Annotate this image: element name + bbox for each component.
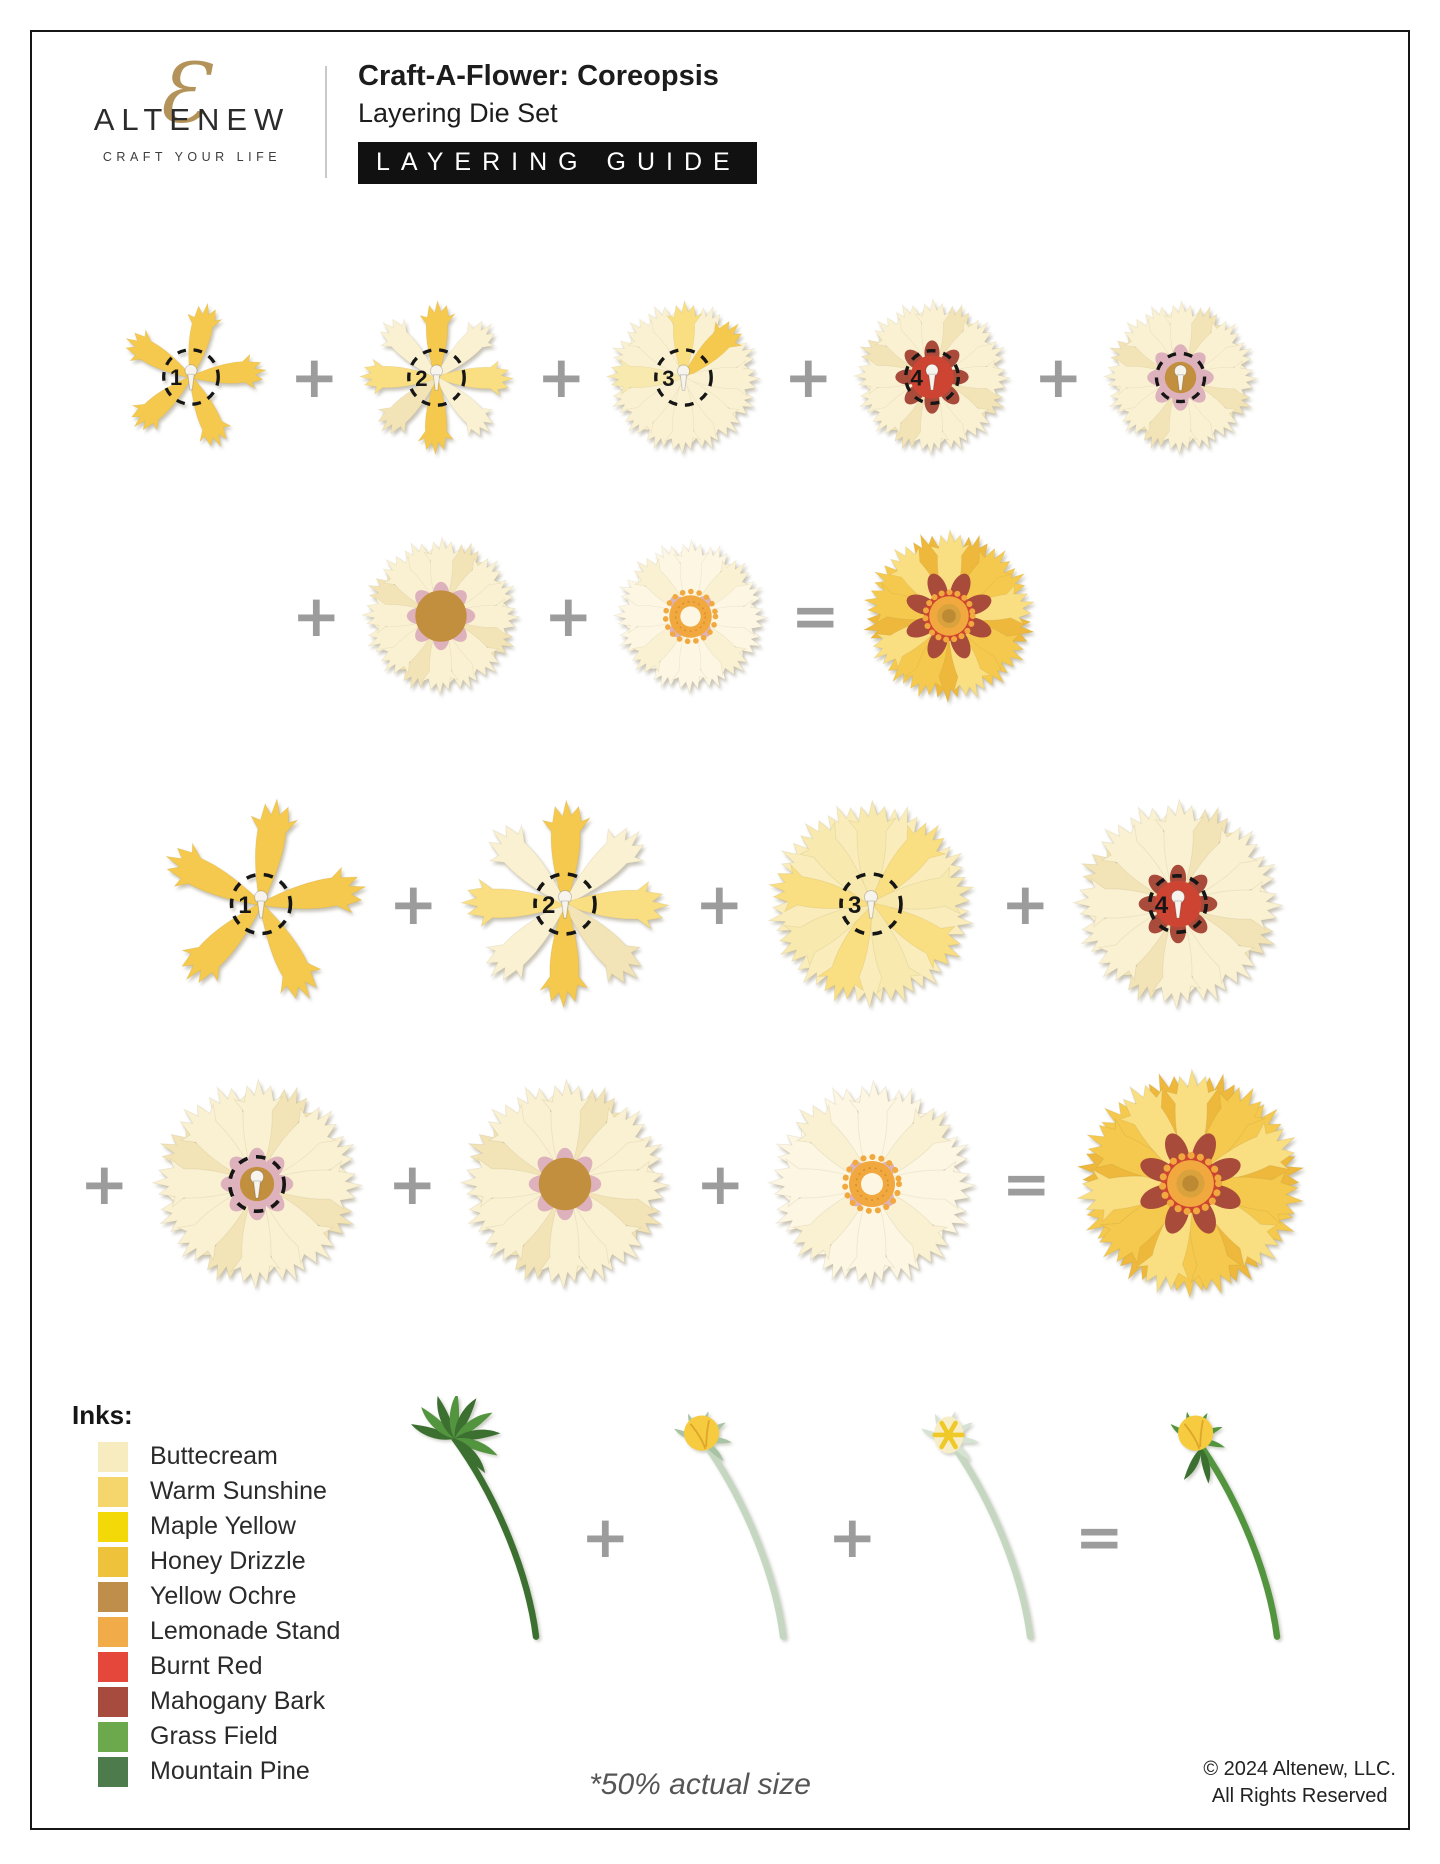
plus-operator: + bbox=[292, 582, 341, 650]
flower-large-piece-7 bbox=[747, 1059, 997, 1309]
altenew-logo-wordmark: Ɛ ALTENEW bbox=[93, 47, 291, 142]
page-subtitle: Layering Die Set bbox=[358, 98, 558, 128]
ink-color-swatch bbox=[98, 1546, 128, 1577]
large-flower-step-row-2: + + + = bbox=[80, 1046, 1328, 1321]
plus-operator: + bbox=[80, 1149, 129, 1218]
plus-operator: + bbox=[389, 870, 438, 938]
ink-legend-item: Warm Sunshine bbox=[72, 1474, 340, 1509]
flower-large-assembled bbox=[1053, 1046, 1328, 1321]
large-flower-step-row-1: 1 +2 +3 +4 bbox=[138, 778, 1304, 1030]
flower-small-piece-4: 4 bbox=[838, 283, 1026, 471]
ink-color-swatch bbox=[98, 1476, 128, 1507]
ink-color-name: Grass Field bbox=[150, 1722, 278, 1750]
ink-legend-item: Grass Field bbox=[72, 1719, 340, 1754]
svg-text:4: 4 bbox=[1155, 892, 1169, 919]
altenew-logo: Ɛ ALTENEW CRAFT YOUR LIFE bbox=[72, 47, 312, 165]
inks-legend-title: Inks: bbox=[72, 1400, 133, 1430]
flower-small-piece-6 bbox=[346, 521, 536, 711]
ink-legend-item: Mountain Pine bbox=[72, 1754, 340, 1789]
flower-small-piece-5 bbox=[1088, 285, 1273, 470]
page-border-frame bbox=[30, 30, 1410, 1830]
stem-assembled bbox=[1129, 1396, 1314, 1646]
flower-small-assembled bbox=[845, 512, 1053, 720]
svg-text:2: 2 bbox=[542, 892, 555, 919]
ink-color-swatch bbox=[98, 1721, 128, 1752]
flower-large-piece-3: 3 bbox=[746, 779, 996, 1029]
plus-operator: + bbox=[544, 582, 593, 650]
svg-text:2: 2 bbox=[415, 365, 427, 390]
stem-step-row: + + = bbox=[388, 1392, 1314, 1646]
ink-color-swatch bbox=[98, 1651, 128, 1682]
ink-legend-item: Lemonade Stand bbox=[72, 1614, 340, 1649]
ink-legend-item: Maple Yellow bbox=[72, 1509, 340, 1544]
ink-color-name: Warm Sunshine bbox=[150, 1477, 327, 1505]
svg-text:3: 3 bbox=[848, 892, 861, 919]
flower-small-piece-1: 1 bbox=[100, 286, 282, 468]
ink-color-swatch bbox=[98, 1441, 128, 1472]
layering-guide-badge: LAYERING GUIDE bbox=[358, 142, 757, 184]
ink-legend-item: Mahogany Bark bbox=[72, 1684, 340, 1719]
stem-bud-star-piece bbox=[882, 1396, 1067, 1646]
stem-leafy-piece bbox=[388, 1392, 573, 1646]
title-block: Craft-A-Flower: Coreopsis Layering Die S… bbox=[358, 60, 757, 184]
small-flower-step-row-1: 1 +2 +3 +4 + bbox=[100, 283, 1273, 471]
plus-operator: + bbox=[695, 870, 744, 938]
plus-operator: + bbox=[828, 1503, 877, 1571]
ink-color-swatch bbox=[98, 1756, 128, 1787]
ink-color-name: Honey Drizzle bbox=[150, 1547, 306, 1575]
ink-color-name: Yellow Ochre bbox=[150, 1582, 297, 1610]
equals-operator: = bbox=[1002, 1149, 1051, 1218]
plus-operator: + bbox=[784, 343, 833, 411]
flower-small-piece-7 bbox=[598, 524, 783, 709]
plus-operator: + bbox=[581, 1503, 630, 1571]
ink-legend-item: Honey Drizzle bbox=[72, 1544, 340, 1579]
stem-bud-piece bbox=[635, 1396, 820, 1646]
ink-color-name: Mountain Pine bbox=[150, 1757, 310, 1785]
ink-color-name: Lemonade Stand bbox=[150, 1617, 341, 1645]
ink-color-swatch bbox=[98, 1581, 128, 1612]
flower-large-piece-5 bbox=[131, 1058, 383, 1310]
ink-color-swatch bbox=[98, 1511, 128, 1542]
plus-operator: + bbox=[1034, 343, 1083, 411]
equals-operator: = bbox=[791, 582, 840, 650]
ink-legend-item: Yellow Ochre bbox=[72, 1579, 340, 1614]
plus-operator: + bbox=[537, 343, 586, 411]
plus-operator: + bbox=[290, 343, 339, 411]
ink-color-name: Burnt Red bbox=[150, 1652, 263, 1680]
ink-color-swatch bbox=[98, 1686, 128, 1717]
plus-operator: + bbox=[388, 1149, 437, 1218]
flower-large-piece-1: 1 bbox=[138, 781, 384, 1027]
flower-large-piece-4: 4 bbox=[1052, 778, 1304, 1030]
header-divider bbox=[325, 66, 327, 178]
inks-legend: Inks: Buttecream Warm Sunshine Maple Yello… bbox=[72, 1400, 340, 1789]
scale-note: *50% actual size bbox=[589, 1768, 811, 1801]
flower-small-piece-2: 2 bbox=[344, 285, 529, 470]
flower-large-piece-2: 2 bbox=[440, 779, 690, 1029]
copyright-line-1: © 2024 Altenew, LLC. bbox=[1203, 1758, 1396, 1780]
small-flower-step-row-2: + + = bbox=[292, 512, 1053, 720]
svg-text:1: 1 bbox=[238, 893, 251, 919]
ink-legend-item: Buttecream bbox=[72, 1439, 340, 1474]
plus-operator: + bbox=[1001, 870, 1050, 938]
plus-operator: + bbox=[696, 1149, 745, 1218]
page-title: Craft-A-Flower: Coreopsis bbox=[358, 60, 719, 92]
flower-small-piece-3: 3 bbox=[591, 285, 776, 470]
ink-legend-item: Burnt Red bbox=[72, 1649, 340, 1684]
copyright: © 2024 Altenew, LLC. All Rights Reserved bbox=[1203, 1756, 1396, 1810]
copyright-line-2: All Rights Reserved bbox=[1211, 1785, 1388, 1807]
ink-color-name: Maple Yellow bbox=[150, 1512, 296, 1540]
svg-text:4: 4 bbox=[910, 365, 923, 390]
ink-color-name: Mahogany Bark bbox=[150, 1687, 326, 1715]
flower-large-piece-6 bbox=[439, 1058, 691, 1310]
ink-color-name: Buttecream bbox=[150, 1442, 278, 1470]
ink-color-swatch bbox=[98, 1616, 128, 1647]
logo-tagline: CRAFT YOUR LIFE bbox=[102, 150, 282, 164]
equals-operator: = bbox=[1075, 1503, 1124, 1571]
svg-text:3: 3 bbox=[662, 365, 674, 390]
svg-text:1: 1 bbox=[170, 365, 182, 390]
